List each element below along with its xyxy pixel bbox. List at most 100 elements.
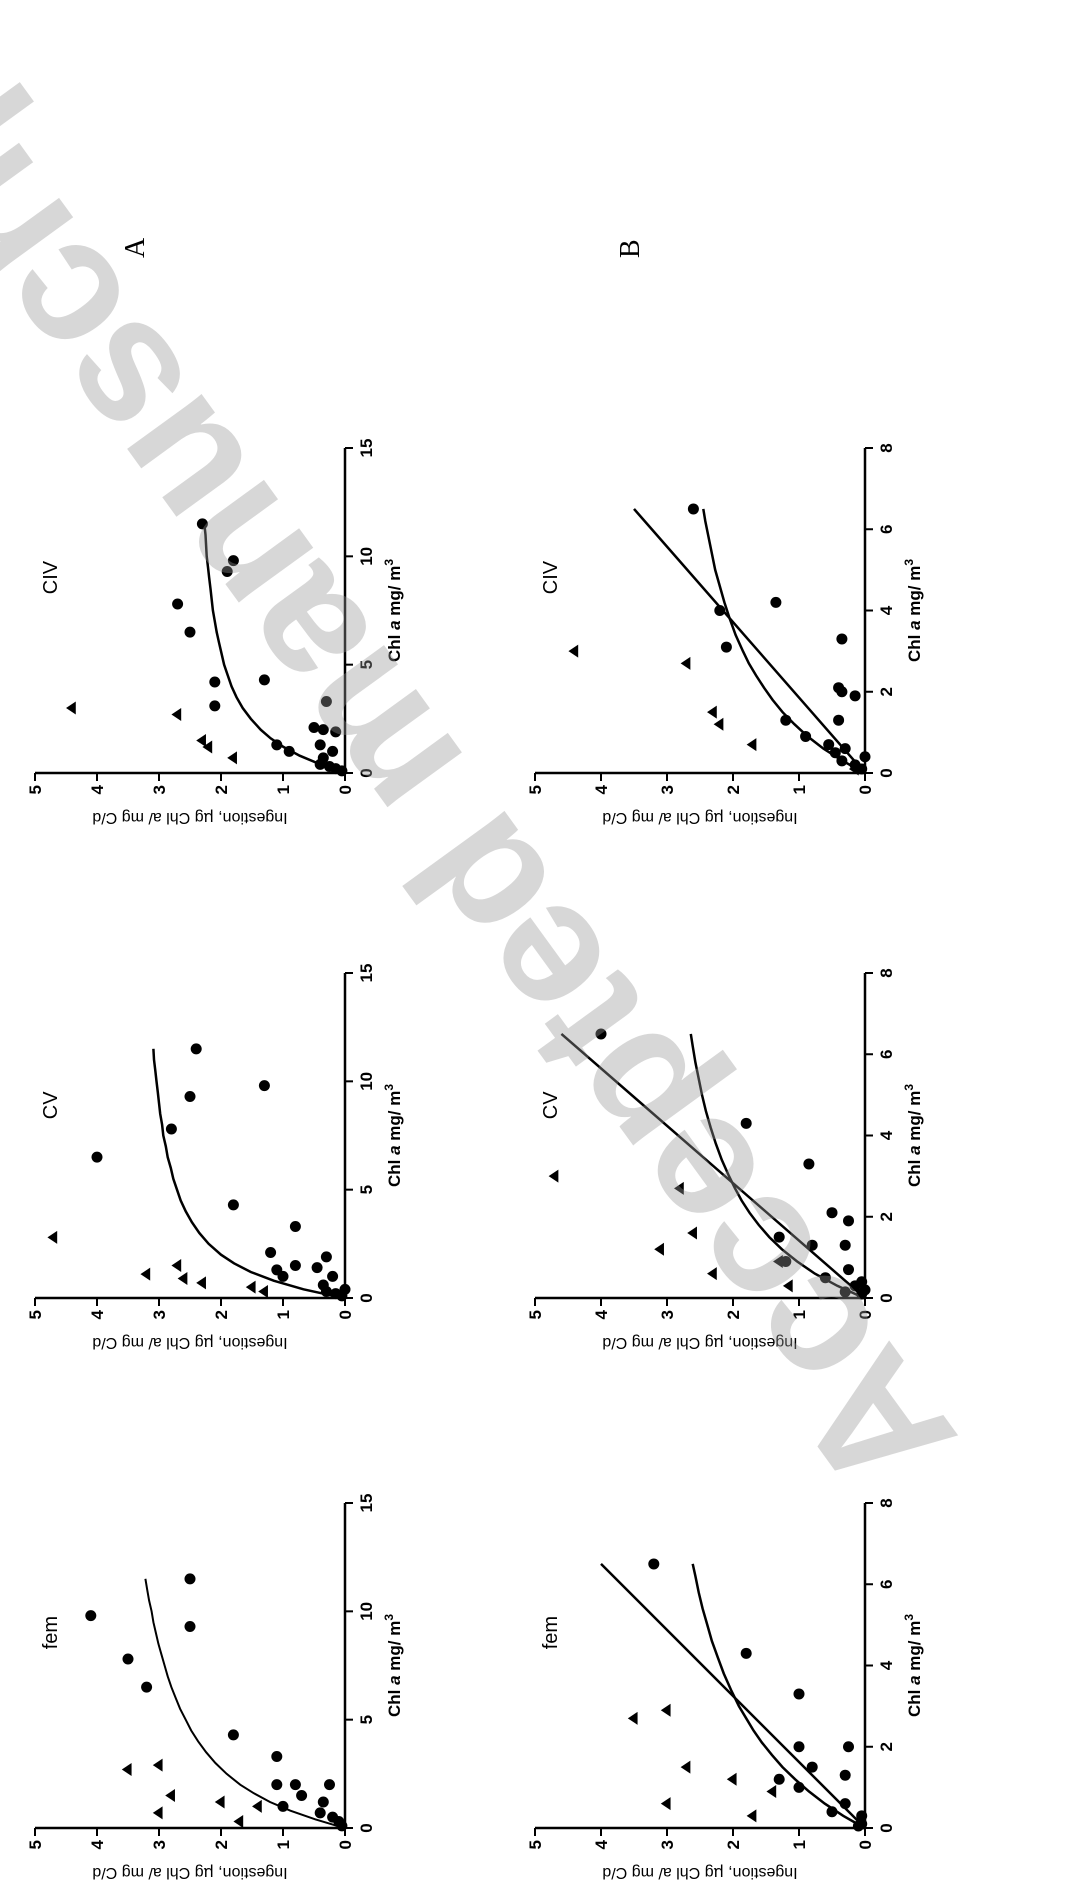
panel-5-y-tick-label: 3 [658, 1310, 677, 1319]
panel-4-y-title-prefix: Ingestion, [724, 1864, 798, 1881]
panel-5-circle-point [740, 1117, 752, 1129]
panel-1-circle-point [227, 1729, 239, 1741]
panel-4-panel-title: fem [540, 1616, 562, 1649]
panel-5-y-title-mu: µ [714, 1334, 724, 1353]
panel-3-x-tick-label: 10 [357, 547, 376, 566]
panel-4-y-tick-label: 1 [790, 1840, 809, 1849]
panel-3-triangle-point [171, 708, 182, 721]
panel-1-y-title-mu: µ [204, 1864, 214, 1883]
panel-2-circle-point [165, 1123, 177, 1135]
panel-3-triangle-point [227, 751, 237, 765]
panel-6-circle-point [770, 596, 782, 608]
panel-5-triangle-point [773, 1254, 783, 1268]
panel-6-y-tick-label: 2 [724, 785, 743, 794]
panel-2-circle-point [184, 1091, 196, 1102]
panel-1-circle-point [271, 1779, 283, 1791]
panel-3-y-title-mu: µ [204, 809, 214, 828]
panel-6-triangle-point [707, 705, 717, 719]
panel-1-circle-point [141, 1681, 153, 1693]
panel-4-circle-point [793, 1741, 805, 1753]
panel-4-chart: 0 1 2 3 4 5 0 2 4 6 8 Ingestion, µg Chl a/ mg C/d Ch… [526, 1498, 924, 1883]
panel-1-triangle-point [214, 1795, 225, 1809]
panel-2-triangle-point [47, 1230, 58, 1244]
panel-5-x-title-unit: mg/ m [905, 1091, 924, 1146]
panel-5-saturating-fit-line [689, 1033, 861, 1298]
panel-1-triangle-point [152, 1806, 163, 1820]
panel-1-x-tick-label: 15 [357, 1494, 376, 1513]
panel-5-circle-point [856, 1276, 868, 1288]
panel-5-triangle-point [782, 1279, 793, 1293]
panel-3-x-title-sup: 3 [382, 559, 396, 566]
panel-2-y-title-prefix: Ingestion, [214, 1334, 288, 1351]
panel-6-panel-title: CIV [540, 560, 562, 594]
panel-6-y-title-mu: µ [714, 809, 724, 828]
panel-3-x-tick-label: 15 [357, 439, 376, 458]
panel-1-x-axis-title: Chl a mg/ m3 [382, 1614, 404, 1717]
panel-5-triangle-point [687, 1226, 697, 1240]
panel-3-x-tick-label: 0 [357, 768, 376, 777]
panel-4-triangle-point [726, 1772, 737, 1786]
panel-5-circle-point [843, 1264, 854, 1276]
panel-3-circle-point [209, 700, 221, 712]
panel-2-circle-point [265, 1247, 277, 1258]
panel-5-x-tick-label: 6 [877, 1050, 896, 1059]
panel-3-triangle-point [196, 734, 206, 747]
panel-2-x-tick-label: 5 [357, 1185, 376, 1194]
panel-1-circle-point [184, 1573, 196, 1585]
panel-2-y-tick-label: 3 [150, 1310, 169, 1319]
panel-6-circle-point [720, 641, 732, 653]
panel-2-circle-point [258, 1080, 270, 1092]
panel-1-chart: 0 1 2 3 4 5 0 5 10 15 Ingestion, µg Chl a/ mg C/d C… [26, 1494, 404, 1883]
panel-3-circle-point [327, 745, 339, 757]
panel-1-triangle-point [165, 1789, 175, 1802]
panel-1-y-tick-label: 3 [150, 1840, 169, 1849]
panel-5-triangle-point [548, 1169, 559, 1183]
panel-2-triangle-point [245, 1280, 256, 1294]
panel-5-circle-point [780, 1255, 792, 1267]
panel-1-x-tick-label: 10 [357, 1602, 376, 1621]
panel-1-triangle-point [252, 1799, 262, 1813]
panel-2-x-title-italic: a [385, 1145, 404, 1154]
panel-6-x-title-sup: 3 [902, 559, 916, 566]
panel-2-x-tick-label: 15 [357, 964, 376, 983]
panel-6-y-title-prefix: Ingestion, [724, 809, 798, 826]
panel-2-triangle-point [196, 1276, 206, 1290]
panel-4-triangle-point [627, 1711, 638, 1725]
panel-6-triangle-point [680, 656, 691, 670]
panel-4-circle-point [856, 1810, 868, 1822]
panel-4-x-tick-label: 4 [877, 1660, 896, 1670]
panel-5-circle-point [826, 1207, 838, 1219]
panel-6-circle-point [829, 747, 841, 759]
panel-6-y-axis-title: Ingestion, µg Chl a/ mg C/d [602, 809, 797, 828]
panel-2-triangle-point [140, 1267, 151, 1281]
panel-6-triangle-point [713, 717, 724, 731]
panel-6-x-tick-label: 4 [877, 605, 896, 615]
panel-3-y-title-suffix: g Chl a/ mg C/d [92, 809, 203, 826]
panel-5-x-tick-label: 4 [877, 1130, 896, 1140]
panel-6-y-title-suffix: g Chl a/ mg C/d [602, 809, 713, 826]
panel-2-triangle-point [258, 1285, 268, 1298]
panel-5-y-axis-title: Ingestion, µg Chl a/ mg C/d [602, 1334, 797, 1353]
panel-4-y-title-suffix: g Chl a/ mg C/d [602, 1864, 713, 1881]
panel-3-circle-point [196, 518, 208, 530]
panel-3-y-tick-label: 4 [88, 784, 107, 794]
panel-5-y-tick-label: 1 [790, 1310, 809, 1319]
panel-3-y-tick-label: 3 [150, 785, 169, 794]
panel-6-x-tick-label: 6 [877, 525, 896, 534]
panel-3-circle-point [314, 739, 326, 751]
panel-1-circle-point [327, 1811, 339, 1823]
panel-5-y-tick-label: 0 [856, 1310, 875, 1319]
panel-1-circle-point [85, 1610, 97, 1622]
panel-4-circle-point [826, 1806, 838, 1818]
panel-3-triangle-point [66, 701, 76, 715]
panel-6-circle-point [687, 503, 699, 515]
panel-2-circle-point [330, 1288, 342, 1300]
panel-4-x-tick-label: 0 [877, 1823, 896, 1832]
panel-3-circle-point [324, 761, 335, 772]
panel-1-circle-point [314, 1807, 326, 1819]
panel-4-triangle-point [746, 1809, 757, 1823]
panel-5-linear-fit-line [560, 1032, 866, 1299]
panel-5-chart: 0 1 2 3 4 5 0 2 4 6 8 Ingestion, µg Chl a/ mg C/d Ch… [526, 968, 924, 1353]
panel-3-chart: 0 1 2 3 4 5 0 5 10 15 Ingestion, µg Chl a/ mg C/d C… [26, 439, 404, 828]
panel-6-y-tick-label: 0 [856, 785, 875, 794]
